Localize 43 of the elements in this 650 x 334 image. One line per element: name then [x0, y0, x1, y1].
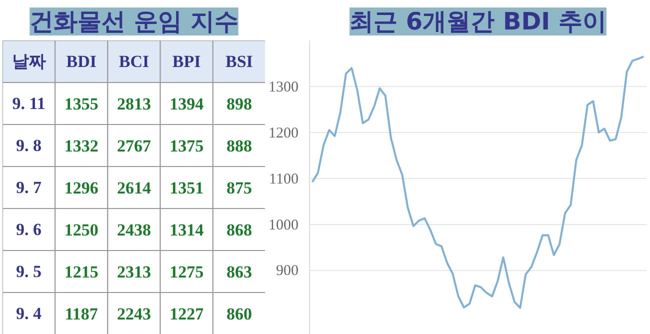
data-label: 1394	[170, 94, 204, 114]
data-label: 1351	[170, 178, 204, 198]
y-tick-label: 9. 7	[16, 178, 42, 197]
y-tick-label: 1100	[269, 171, 299, 188]
data-label: 863	[226, 262, 252, 282]
data-label: 888	[226, 136, 252, 156]
data-label: 1296	[64, 178, 98, 198]
y-tick-label: 9. 8	[16, 136, 42, 155]
y-tick-label: 1200	[268, 125, 298, 142]
x-tick-label: BCI	[118, 52, 150, 71]
y-tick-label: 900	[276, 263, 298, 280]
data-label: 875	[226, 178, 252, 198]
data-label: 1215	[64, 262, 98, 282]
y-tick-label: 9. 6	[16, 220, 42, 239]
chart-title: 최근 6개월간 BDI 추이	[350, 8, 606, 36]
data-label: 898	[226, 94, 252, 114]
data-label: 1355	[64, 94, 98, 114]
y-tick-label: 9. 11	[12, 94, 46, 113]
y-axis-title: 날짜	[12, 52, 46, 71]
x-tick-label: BSI	[225, 52, 254, 71]
data-label: 868	[226, 220, 252, 240]
data-label: 2767	[117, 136, 152, 156]
data-label: 1275	[170, 262, 204, 282]
data-label: 1375	[170, 136, 204, 156]
data-label: 1250	[64, 220, 98, 240]
data-label: 860	[226, 304, 252, 324]
line-series	[311, 56, 645, 309]
y-tick-label: 9. 4	[16, 304, 42, 323]
data-label: 1332	[64, 136, 98, 156]
data-label: 1227	[170, 304, 204, 324]
data-label: 2243	[117, 304, 151, 324]
x-tick-label: BPI	[172, 52, 202, 71]
data-label: 1314	[170, 220, 204, 240]
data-label: 2313	[117, 262, 151, 282]
data-label: 1187	[64, 304, 98, 324]
x-tick-label: BDI	[66, 52, 97, 71]
y-tick-label: 9. 5	[16, 262, 42, 281]
y-tick-label: 1300	[268, 79, 298, 96]
data-label: 2438	[117, 220, 151, 240]
y-tick-label: 1000	[268, 217, 298, 234]
chart-title: 건화물선 운임 지수	[30, 8, 238, 36]
data-label: 2813	[117, 94, 151, 114]
data-label: 2614	[117, 178, 152, 198]
